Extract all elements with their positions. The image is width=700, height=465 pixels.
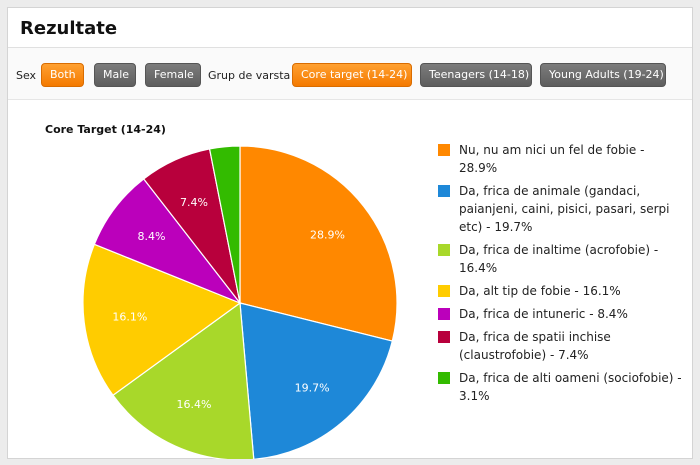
legend-swatch-2: [438, 244, 450, 256]
sex-female-button[interactable]: Female: [145, 63, 201, 87]
legend-item-3[interactable]: Da, alt tip de fobie - 16.1%: [438, 282, 683, 300]
chart-area: Core Target (14-24) 28.9% 19.7% 16.4% 16.1%…: [8, 101, 692, 459]
chart-legend: Nu, nu am nici un fel de fobie - 28.9% Da…: [438, 141, 683, 410]
panel-header: Rezultate: [8, 8, 692, 48]
legend-swatch-4: [438, 308, 450, 320]
legend-item-5[interactable]: Da, frica de spatii inchise (claustrofob…: [438, 328, 683, 364]
legend-item-4[interactable]: Da, frica de intuneric - 8.4%: [438, 305, 683, 323]
age-core-target-button[interactable]: Core target (14-24): [292, 63, 412, 87]
slice-label-5: 7.4%: [180, 196, 208, 209]
legend-swatch-1: [438, 185, 450, 197]
age-group-filter-label: Grup de varsta: [208, 69, 291, 82]
pie-slice-2[interactable]: [112, 301, 255, 459]
pie-slice-1[interactable]: [239, 302, 394, 459]
legend-swatch-5: [438, 331, 450, 343]
legend-item-2[interactable]: Da, frica de inaltime (acrofobie) - 16.4…: [438, 241, 683, 277]
results-panel: Rezultate Sex Both Male Female Grup de v…: [7, 7, 693, 459]
legend-swatch-3: [438, 285, 450, 297]
legend-item-1[interactable]: Da, frica de animale (gandaci, paianjeni…: [438, 182, 683, 236]
slice-label-4: 8.4%: [137, 230, 165, 243]
pie-slice-0[interactable]: [239, 145, 398, 342]
pie-slice-3[interactable]: [82, 243, 242, 397]
pie-chart: 28.9% 19.7% 16.4% 16.1% 8.4% 7.4%: [82, 145, 398, 459]
filter-bar: Sex Both Male Female Grup de varsta Core…: [8, 48, 692, 100]
sex-filter-label: Sex: [16, 69, 37, 82]
legend-label-5: Da, frica de spatii inchise (claustrofob…: [459, 330, 611, 362]
legend-label-4: Da, frica de intuneric - 8.4%: [459, 307, 628, 321]
slice-label-0: 28.9%: [310, 229, 345, 242]
page-title: Rezultate: [20, 18, 118, 39]
slice-label-3: 16.1%: [112, 311, 147, 324]
legend-swatch-0: [438, 144, 450, 156]
legend-label-2: Da, frica de inaltime (acrofobie) - 16.4…: [459, 243, 659, 275]
legend-swatch-6: [438, 372, 450, 384]
slice-label-1: 19.7%: [295, 381, 330, 394]
sex-both-button[interactable]: Both: [41, 63, 84, 87]
legend-item-0[interactable]: Nu, nu am nici un fel de fobie - 28.9%: [438, 141, 683, 177]
age-teenagers-button[interactable]: Teenagers (14-18): [420, 63, 532, 87]
pie-slice-6[interactable]: [208, 145, 241, 304]
legend-label-3: Da, alt tip de fobie - 16.1%: [459, 284, 621, 298]
legend-label-1: Da, frica de animale (gandaci, paianjeni…: [459, 184, 670, 234]
age-young-adults-button[interactable]: Young Adults (19-24): [540, 63, 666, 87]
legend-label-6: Da, frica de alti oameni (sociofobie) - …: [459, 371, 682, 403]
chart-title: Core Target (14-24): [45, 123, 166, 136]
slice-label-2: 16.4%: [177, 398, 212, 411]
legend-item-6[interactable]: Da, frica de alti oameni (sociofobie) - …: [438, 369, 683, 405]
sex-male-button[interactable]: Male: [94, 63, 136, 87]
legend-label-0: Nu, nu am nici un fel de fobie - 28.9%: [459, 143, 645, 175]
